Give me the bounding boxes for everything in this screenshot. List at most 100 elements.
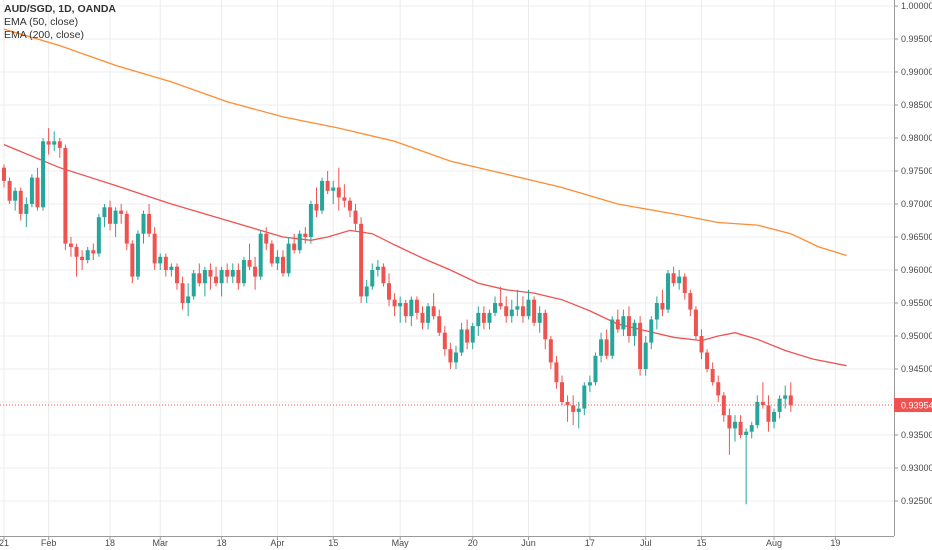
candle-body <box>565 402 570 406</box>
candle-body <box>18 190 23 214</box>
candle-body <box>481 312 486 323</box>
time-tick-label: Jul <box>640 538 652 548</box>
candle-body <box>548 339 553 363</box>
candle-body <box>576 408 581 412</box>
candle-body <box>403 303 408 317</box>
candle-body <box>41 141 46 208</box>
price-tick-label: 0.93000 <box>901 463 932 473</box>
candle-body <box>777 398 782 412</box>
candle-body <box>582 385 587 409</box>
candle-body <box>80 256 85 261</box>
last-price-label: 0.93954 <box>901 401 932 411</box>
ema200-line <box>3 28 847 257</box>
candle-body <box>13 190 18 201</box>
candle-body <box>426 306 431 323</box>
candle-body <box>453 352 458 363</box>
candle-body <box>493 303 498 313</box>
time-tick-label: Mar <box>152 538 168 548</box>
candle-body <box>292 243 297 251</box>
candle-body <box>180 283 185 303</box>
candle-body <box>392 299 397 307</box>
candle-body <box>370 270 375 287</box>
candle-body <box>186 296 191 303</box>
candle-body <box>96 217 101 254</box>
candle-body <box>275 256 280 264</box>
candle-body <box>560 382 564 402</box>
symbol-title[interactable]: AUD/SGD, 1D, OANDA <box>4 3 117 15</box>
candle-body <box>364 286 369 297</box>
candle-body <box>7 180 12 201</box>
candle-body <box>732 421 737 429</box>
candle-body <box>688 293 693 310</box>
time-tick-label: 21 <box>0 538 9 548</box>
candle-body <box>682 276 687 294</box>
candle-body <box>253 266 258 277</box>
candle-body <box>208 270 213 277</box>
candle-body <box>2 167 6 181</box>
candle-body <box>504 306 509 317</box>
candle-body <box>515 306 520 310</box>
candle-body <box>760 402 765 406</box>
price-tick-label: 0.92500 <box>901 496 932 506</box>
candle-body <box>604 339 609 356</box>
time-tick-label: Jun <box>521 538 536 548</box>
price-tick-label: 0.95500 <box>901 298 932 308</box>
candle-body <box>442 332 447 350</box>
candle-body <box>347 200 352 211</box>
candle-body <box>660 303 665 310</box>
candle-body <box>46 141 51 145</box>
candle-body <box>615 319 620 330</box>
price-tick-label: 0.96500 <box>901 232 932 242</box>
ema200-legend[interactable]: EMA (200, close) <box>4 29 84 41</box>
candle-body <box>693 309 698 336</box>
price-axis[interactable]: 1.00000 0.99500 0.99000 0.98500 0.98000 0.975… <box>894 0 932 550</box>
candle-body <box>526 299 531 317</box>
candle-body <box>766 405 771 422</box>
candle-body <box>336 187 341 198</box>
price-tick-label: 1.00000 <box>901 1 932 11</box>
candle-body <box>744 431 749 435</box>
candle-body <box>202 270 207 284</box>
candle-body <box>230 270 235 277</box>
candle-body <box>52 141 57 145</box>
candle-body <box>135 233 140 277</box>
candle-body <box>152 233 157 264</box>
candle-body <box>783 395 788 399</box>
candle-body <box>169 266 174 270</box>
candle-body <box>264 233 269 244</box>
candle-body <box>509 309 514 317</box>
candle-body <box>258 233 263 277</box>
candle-body <box>286 243 291 274</box>
candle-body <box>420 312 425 323</box>
candle-body <box>788 395 793 406</box>
candle-body <box>325 180 330 191</box>
candle-body <box>174 266 179 284</box>
time-tick-label: 18 <box>105 538 115 548</box>
candle-body <box>638 322 643 369</box>
candle-body <box>649 319 654 343</box>
price-tick-label: 0.97000 <box>901 199 932 209</box>
candle-body <box>320 180 325 211</box>
candle-body <box>269 243 274 264</box>
time-tick-label: 19 <box>830 538 840 548</box>
candle-body <box>381 266 386 284</box>
candle-body <box>241 260 246 284</box>
candle-body <box>738 421 743 435</box>
candle-body <box>487 312 492 323</box>
time-axis[interactable]: 21 Feb 18 Mar 18 Apr 15 May 20 Jun 17 Jul 15 Aug 19 <box>0 536 932 550</box>
price-tick-label: 0.99500 <box>901 34 932 44</box>
candle-body <box>85 250 90 261</box>
candle-body <box>219 270 224 284</box>
candle-body <box>498 303 503 307</box>
candle-body <box>163 256 168 270</box>
candle-body <box>308 204 313 237</box>
candle-body <box>532 299 537 323</box>
time-tick-label: 20 <box>468 538 478 548</box>
time-axis-bg <box>0 536 932 550</box>
candle-body <box>113 210 118 224</box>
ema50-legend[interactable]: EMA (50, close) <box>4 16 79 28</box>
candle-body <box>431 306 436 317</box>
candle-body <box>375 266 380 270</box>
time-tick-label: 17 <box>585 538 595 548</box>
